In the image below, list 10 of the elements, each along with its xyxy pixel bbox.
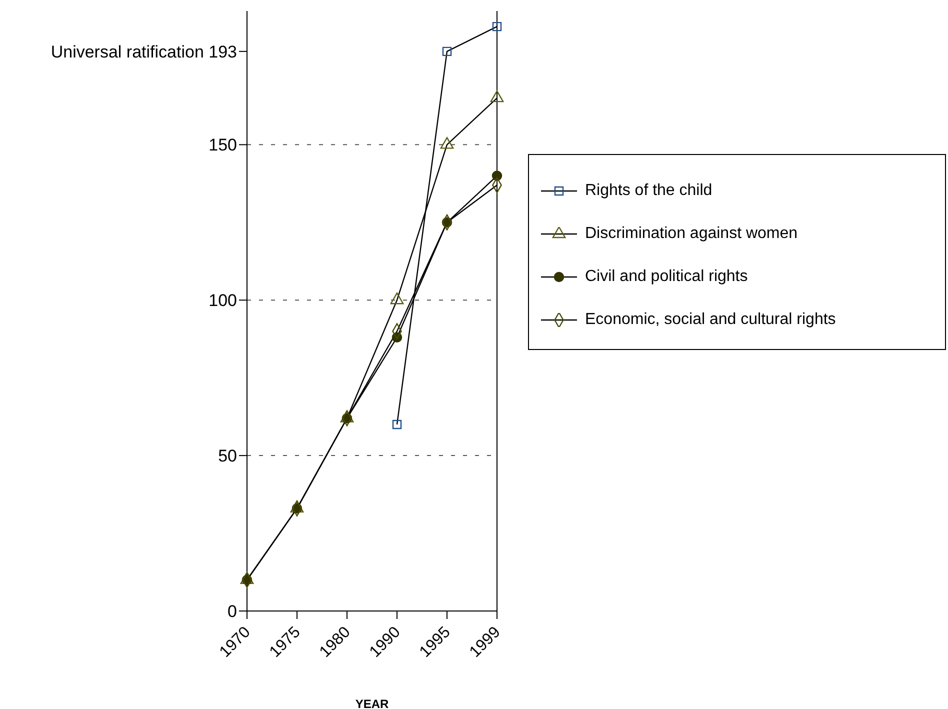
legend-label: Discrimination against women xyxy=(585,224,798,242)
legend-label: Civil and political rights xyxy=(585,268,748,286)
x-axis-title: YEAR xyxy=(355,697,389,709)
y-tick-label: 0 xyxy=(228,602,237,622)
y-tick-label: 100 xyxy=(208,291,237,310)
y-tick-label: 150 xyxy=(208,136,237,155)
legend-label: Rights of the child xyxy=(585,182,712,200)
legend-label: Economic, social and cultural rights xyxy=(585,310,836,328)
y-tick-label: Universal ratification 193 xyxy=(50,42,237,62)
y-tick-label: 50 xyxy=(218,446,237,466)
